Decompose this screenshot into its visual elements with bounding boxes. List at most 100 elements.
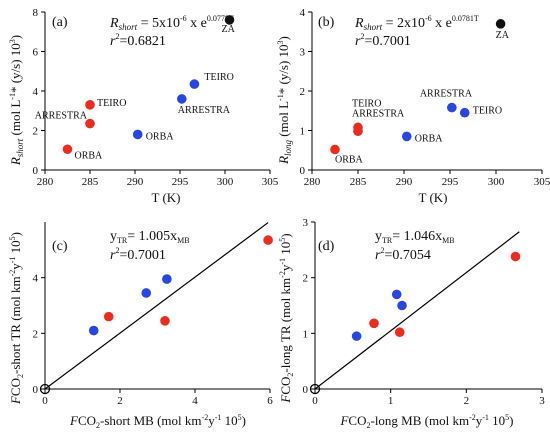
y-tick-label: 2 [33, 328, 39, 340]
data-point [353, 122, 363, 133]
x-tick-label: 290 [396, 176, 413, 188]
x-tick-label: 2 [117, 395, 123, 407]
plot-area-c: 0 2 4 6 0 2 4 [33, 222, 273, 407]
point-label: TEIRO [473, 106, 502, 117]
point-label: ORBA [75, 150, 104, 161]
equation-c: yTR= 1.005xMB [110, 229, 190, 245]
y-tick-label: 2 [33, 126, 39, 138]
plot-area-b: 280 285 290 295 300 30501234ORBATEIROARRESTRA… [300, 7, 550, 188]
x-axis-label-a: T (K) [151, 190, 180, 205]
panel-label-d: (d) [318, 239, 335, 254]
data-point [495, 19, 506, 29]
point-label: ORBA [415, 133, 444, 144]
data-point [330, 144, 340, 155]
x-tick-label: 295 [172, 176, 189, 188]
point-label: ZA [222, 24, 236, 35]
panel-label-c: (c) [52, 239, 68, 254]
y-tick-label: 0 [33, 384, 39, 396]
data-point [459, 107, 470, 118]
y-tick-label: 3 [303, 217, 309, 229]
y-tick-label: 4 [300, 7, 306, 19]
x-tick-label: 300 [217, 176, 234, 188]
data-point [141, 288, 152, 298]
equation-b: Rshort = 2x10-6 x e0.0781T [354, 14, 479, 32]
point-label: ARRESTRA [35, 111, 88, 122]
y-tick-label: 3 [300, 47, 306, 59]
panel-d: 0 1 2 3 0 1 2 3 (d) yTR= 1.046xMB r2=0.7054 FCO… [278, 217, 545, 430]
x-tick-label: 280 [304, 176, 321, 188]
data-point [162, 274, 172, 284]
x-tick-label: 4 [192, 395, 198, 407]
x-tick-label: 0 [312, 395, 318, 407]
data-point [160, 316, 170, 326]
y-tick-label: 6 [33, 47, 39, 59]
y-axis-label-c: FCO2-short TR (mol km-2y-1 105) [8, 232, 25, 405]
x-tick-label: 305 [534, 176, 550, 188]
x-tick-label: 305 [262, 176, 279, 188]
y-axis-label-a: Rshort (mol L-1* (y/s) 103) [8, 35, 25, 166]
x-tick-label: 290 [127, 176, 144, 188]
y-tick-label: 8 [33, 7, 39, 19]
y-axis-label-b: Rlong (mol L-1* (y/s) 103) [276, 36, 293, 165]
y-tick-label: 2 [303, 273, 309, 285]
r2-b: r2=0.7001 [355, 32, 411, 49]
panel-label-a: (a) [52, 15, 68, 30]
data-point [85, 100, 95, 110]
x-axis-label-b: T (K) [418, 190, 447, 205]
point-label: ZA [496, 30, 510, 41]
panel-label-b: (b) [318, 15, 335, 30]
r2-c: r2=0.7001 [110, 246, 166, 263]
regression-line [314, 231, 520, 390]
plot-area-d: 0 1 2 3 0 1 2 3 [303, 217, 546, 407]
data-point [397, 300, 407, 311]
y-tick-label: 4 [33, 273, 39, 285]
x-tick-label: 0 [42, 395, 48, 407]
point-label: ORBA [335, 154, 364, 165]
data-point [103, 311, 114, 322]
y-tick-label: 0 [33, 165, 39, 177]
data-point [177, 94, 187, 104]
data-point [351, 331, 362, 341]
x-tick-label: 285 [82, 176, 99, 188]
y-tick-label: 4 [33, 86, 39, 98]
data-point [85, 118, 95, 129]
x-axis-label-c: FCO2-short MB (mol km-2y-1 105) [69, 413, 246, 430]
data-point [224, 15, 235, 25]
point-label: TEIRO [352, 98, 381, 109]
x-tick-label: 2 [464, 395, 470, 407]
point-label: ARRESTRA [420, 89, 473, 100]
equation-a: Rshort = 5x10-6 x e0.0778T [109, 14, 234, 32]
panel-c: 0 2 4 6 0 2 4 (c) yTR= 1.005xMB r2=0.7001 FCO2… [8, 222, 273, 430]
panel-b: 280 285 290 295 300 30501234ORBATEIROARRESTRA… [276, 7, 550, 205]
equation-d: yTR= 1.046xMB [375, 229, 455, 245]
data-point [401, 131, 412, 142]
y-tick-label: 0 [300, 165, 306, 177]
data-point [369, 318, 379, 329]
r2-d: r2=0.7054 [375, 246, 431, 263]
point-label: ORBA [146, 131, 175, 142]
y-tick-label: 1 [300, 126, 306, 138]
r2-a: r2=0.6821 [110, 32, 166, 49]
panel-a: 280 285 290 295 300 305 0 2 4 6 8 ORBA ARRESTRA TEIRO… [8, 7, 279, 205]
point-label: ARRESTRA [178, 105, 231, 116]
data-point [189, 79, 200, 89]
data-point [447, 102, 457, 113]
point-label: ARRESTRA [352, 108, 405, 119]
x-tick-label: 295 [442, 176, 459, 188]
y-axis-label-d: FCO2-long TR (mol km-2y-1 105) [278, 233, 295, 403]
data-point [394, 327, 405, 338]
y-tick-label: 1 [303, 328, 309, 340]
y-tick-label: 0 [303, 384, 309, 396]
data-point [263, 235, 273, 245]
data-point [132, 129, 143, 140]
plot-area-a: 280 285 290 295 300 305 0 2 4 6 8 ORBA ARRESTRA TEIRO… [33, 7, 279, 188]
data-point [62, 144, 73, 155]
x-tick-label: 1 [388, 395, 394, 407]
x-axis-label-d: FCO2-long MB (mol km-2y-1 105) [339, 413, 513, 430]
x-tick-label: 300 [488, 176, 505, 188]
x-tick-label: 3 [539, 395, 545, 407]
x-tick-label: 6 [267, 395, 273, 407]
data-point [88, 325, 99, 336]
point-label: TEIRO [204, 72, 233, 83]
